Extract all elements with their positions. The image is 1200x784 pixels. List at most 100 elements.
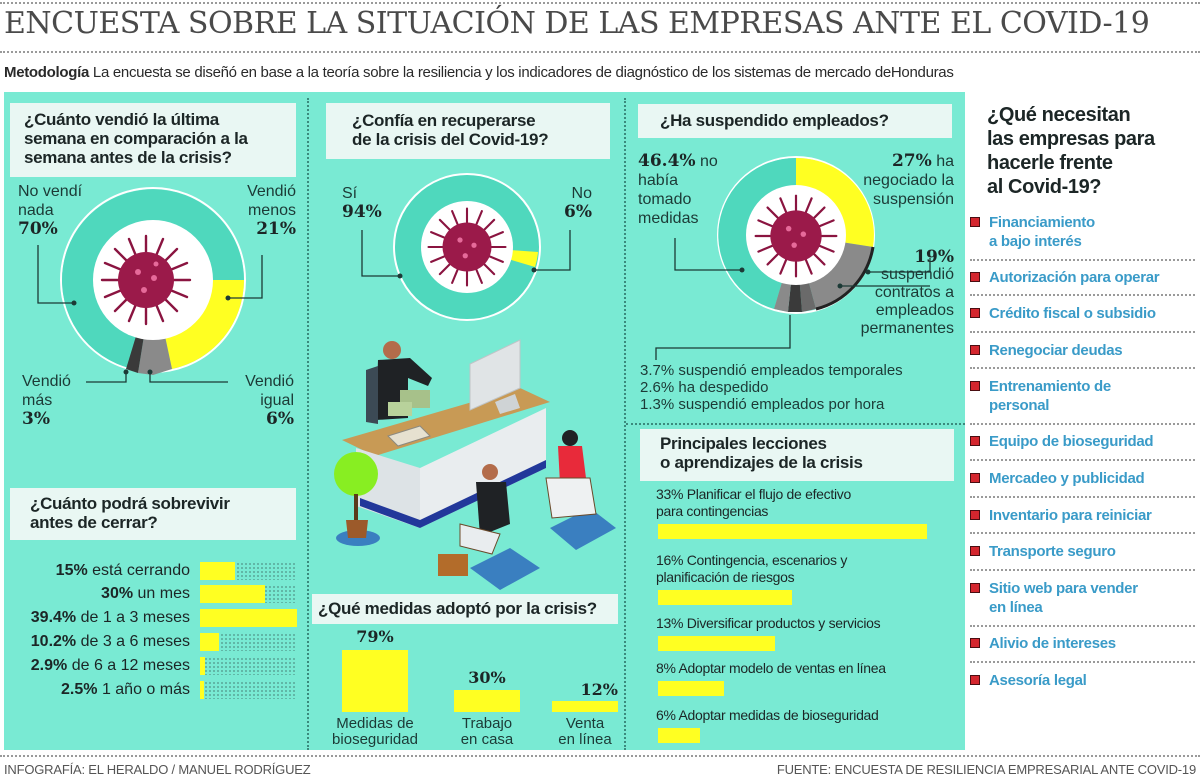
lesson-pct: 13%	[656, 615, 684, 631]
bar-pct: 10.2%	[30, 633, 77, 650]
need-text: Mercadeo y publicidad	[989, 470, 1145, 487]
need-item: Transporte seguro	[970, 542, 1195, 561]
recovery-question-line: de la crisis del Covid-19?	[352, 130, 549, 149]
need-item: Renegociar deudas	[970, 341, 1195, 360]
lesson-item: 33% Planificar el flujo de efectivo para …	[656, 486, 851, 520]
bullet-square-icon	[970, 345, 980, 355]
virus-icon	[100, 234, 192, 326]
survival-bar-row: 2.9% de 6 a 12 meses	[0, 657, 300, 676]
employees-others: 3.7% suspendió empleados temporales 2.6%…	[640, 362, 903, 413]
measure-bar	[342, 650, 408, 712]
bar-text: de 3 a 6 meses	[80, 633, 190, 650]
top-rule	[0, 2, 1200, 4]
measure-pct: 12%	[580, 680, 618, 699]
label-line: Venta	[565, 715, 605, 732]
employees-other-item: 1.3% suspendió empleados por hora	[640, 396, 903, 413]
office-illustration	[334, 339, 616, 590]
sales-question-line: semana antes de la crisis?	[24, 148, 232, 167]
source-text: FUENTE: ENCUESTA DE RESILIENCIA EMPRESAR…	[776, 762, 1196, 777]
pct-value: 19%	[914, 247, 954, 267]
bar-fill	[200, 609, 297, 627]
lessons-question-line: o aprendizajes de la crisis	[660, 453, 863, 472]
survival-question-line: antes de cerrar?	[30, 513, 158, 532]
bar-label: 2.9% de 6 a 12 meses	[31, 657, 190, 675]
lesson-text: Diversificar productos y servicios	[686, 615, 881, 631]
label-line: medidas	[638, 210, 699, 227]
employees-label-no-measures: 46.4% no había tomado medidas	[638, 152, 718, 228]
bar-label: 10.2% de 3 a 6 meses	[31, 633, 190, 651]
recovery-yes-label: Sí 94%	[342, 184, 382, 222]
needs-title-line: ¿Qué necesitan	[987, 104, 1131, 126]
measure-label: Medidas de bioseguridad	[318, 716, 432, 748]
bar-text: de 1 a 3 meses	[80, 609, 190, 626]
bar-label: 15% está cerrando	[56, 562, 190, 580]
sales-question-line: semana en comparación a la	[24, 129, 248, 148]
need-text: Financiamiento	[989, 214, 1095, 231]
label-line: menos	[247, 202, 296, 219]
sales-leader-lines	[37, 245, 263, 383]
bullet-square-icon	[970, 510, 980, 520]
employees-leader-lines	[655, 238, 931, 360]
needs-title-line: al Covid-19?	[987, 176, 1102, 198]
label-line: Sí	[342, 185, 358, 202]
bullet-square-icon	[970, 675, 980, 685]
pct-value: 70%	[18, 219, 58, 239]
bar-track	[200, 585, 297, 603]
lesson-bar	[658, 590, 792, 605]
lesson-text: Adoptar modelo de ventas en línea	[678, 660, 886, 676]
virus-icon	[754, 194, 838, 278]
need-divider	[970, 569, 1195, 571]
virus-icon	[427, 207, 507, 287]
label-line: Trabajo	[461, 715, 513, 732]
bar-track	[200, 633, 297, 651]
label-line: bioseguridad	[332, 731, 418, 748]
label-line: contratos a	[874, 284, 954, 301]
label-line: nada	[18, 202, 54, 219]
lesson-pct: 6%	[656, 707, 676, 723]
survival-bar-row: 2.5% 1 año o más	[0, 681, 300, 700]
label-line: no	[700, 153, 718, 170]
bullet-square-icon	[970, 217, 980, 227]
pct-value: 3.7%	[640, 362, 675, 379]
need-divider	[970, 496, 1195, 498]
row-divider-right	[626, 423, 965, 425]
measure-bar	[454, 690, 520, 712]
need-divider	[970, 259, 1195, 261]
need-text: a bajo interés	[989, 233, 1082, 250]
need-text: Transporte seguro	[989, 543, 1116, 560]
bar-pct: 2.5%	[61, 681, 98, 698]
measure-pct: 30%	[468, 668, 506, 687]
lesson-bar	[658, 524, 927, 539]
lesson-item: 13% Diversificar productos y servicios	[656, 615, 881, 632]
bullet-square-icon	[970, 473, 980, 483]
label-line: Vendió	[247, 183, 296, 200]
bar-label: 2.5% 1 año o más	[61, 681, 190, 699]
survival-question: ¿Cuánto podrá sobrevivir antes de cerrar…	[10, 488, 296, 540]
needs-title-line: hacerle frente	[987, 152, 1113, 174]
lesson-item: 6% Adoptar medidas de bioseguridad	[656, 707, 879, 724]
need-divider	[970, 459, 1195, 461]
employees-question: ¿Ha suspendido empleados?	[638, 104, 952, 138]
need-item: Financiamiento a bajo interés	[970, 213, 1195, 251]
label-line: suspensión	[873, 191, 954, 208]
lesson-text: Planificar el flujo de efectivo	[686, 486, 852, 502]
sales-label-same: Vendió igual 6%	[230, 372, 294, 429]
need-divider	[970, 331, 1195, 333]
needs-title-line: las empresas para	[987, 128, 1155, 150]
label-line: igual	[260, 392, 294, 409]
methodology-text: La encuesta se diseñó en base a la teorí…	[92, 64, 954, 81]
lesson-item: 16% Contingencia, escenarios y planificac…	[656, 552, 847, 586]
employees-other-item: 2.6% ha despedido	[640, 379, 903, 396]
bar-label: 39.4% de 1 a 3 meses	[31, 609, 190, 627]
sales-question: ¿Cuánto vendió la última semana en compa…	[10, 103, 296, 177]
label-line: en línea	[558, 731, 612, 748]
need-divider	[970, 661, 1195, 663]
methodology-label: Metodología	[4, 64, 90, 81]
bar-track	[200, 657, 297, 675]
need-divider	[970, 532, 1195, 534]
label-line: en casa	[460, 731, 514, 748]
bullet-square-icon	[970, 436, 980, 446]
label-line: permanentes	[860, 320, 954, 337]
need-text: Equipo de bioseguridad	[989, 433, 1154, 450]
bar-pct: 15%	[55, 562, 88, 579]
